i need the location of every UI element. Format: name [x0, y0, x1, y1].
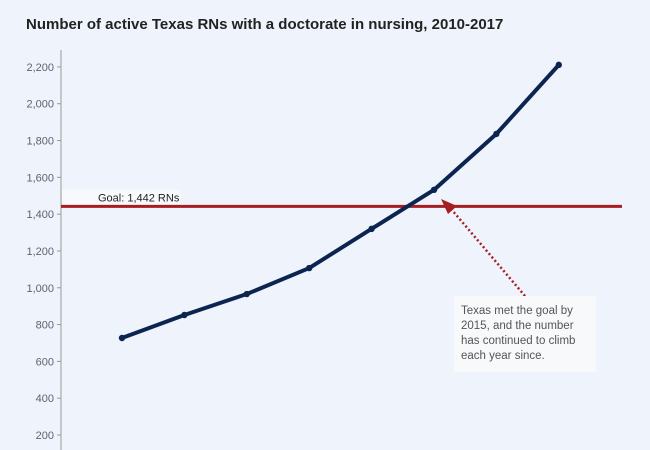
- y-tick-label: 1,200: [26, 246, 54, 258]
- data-point: [555, 61, 562, 69]
- y-tick-label: 600: [36, 356, 54, 368]
- data-point: [243, 290, 250, 298]
- y-tick-label: 1,000: [26, 283, 54, 295]
- arrow-head: [441, 199, 457, 214]
- annotation-arrow: [451, 209, 526, 297]
- y-tick-label: 200: [36, 430, 54, 442]
- y-tick-label: 1,800: [26, 136, 54, 148]
- y-tick-label: 2,000: [26, 99, 54, 111]
- data-point: [118, 334, 126, 342]
- data-point: [368, 225, 375, 233]
- data-point: [181, 311, 188, 319]
- goal-label: Goal: 1,442 RNs: [98, 192, 180, 204]
- y-tick-label: 800: [36, 320, 54, 332]
- data-point: [306, 264, 313, 272]
- annotation-box: Texas met the goal by 2015, and the numb…: [454, 296, 596, 372]
- y-tick-label: 2,200: [26, 62, 54, 74]
- y-tick-label: 400: [36, 393, 54, 405]
- data-point: [430, 186, 438, 194]
- series-line: [121, 63, 561, 340]
- y-tick-label: 1,600: [26, 172, 54, 184]
- data-point: [493, 130, 500, 138]
- y-tick-label: 1,400: [26, 209, 54, 221]
- goal-label-bg: [62, 189, 180, 205]
- chart-title: Number of active Texas RNs with a doctor…: [26, 16, 504, 33]
